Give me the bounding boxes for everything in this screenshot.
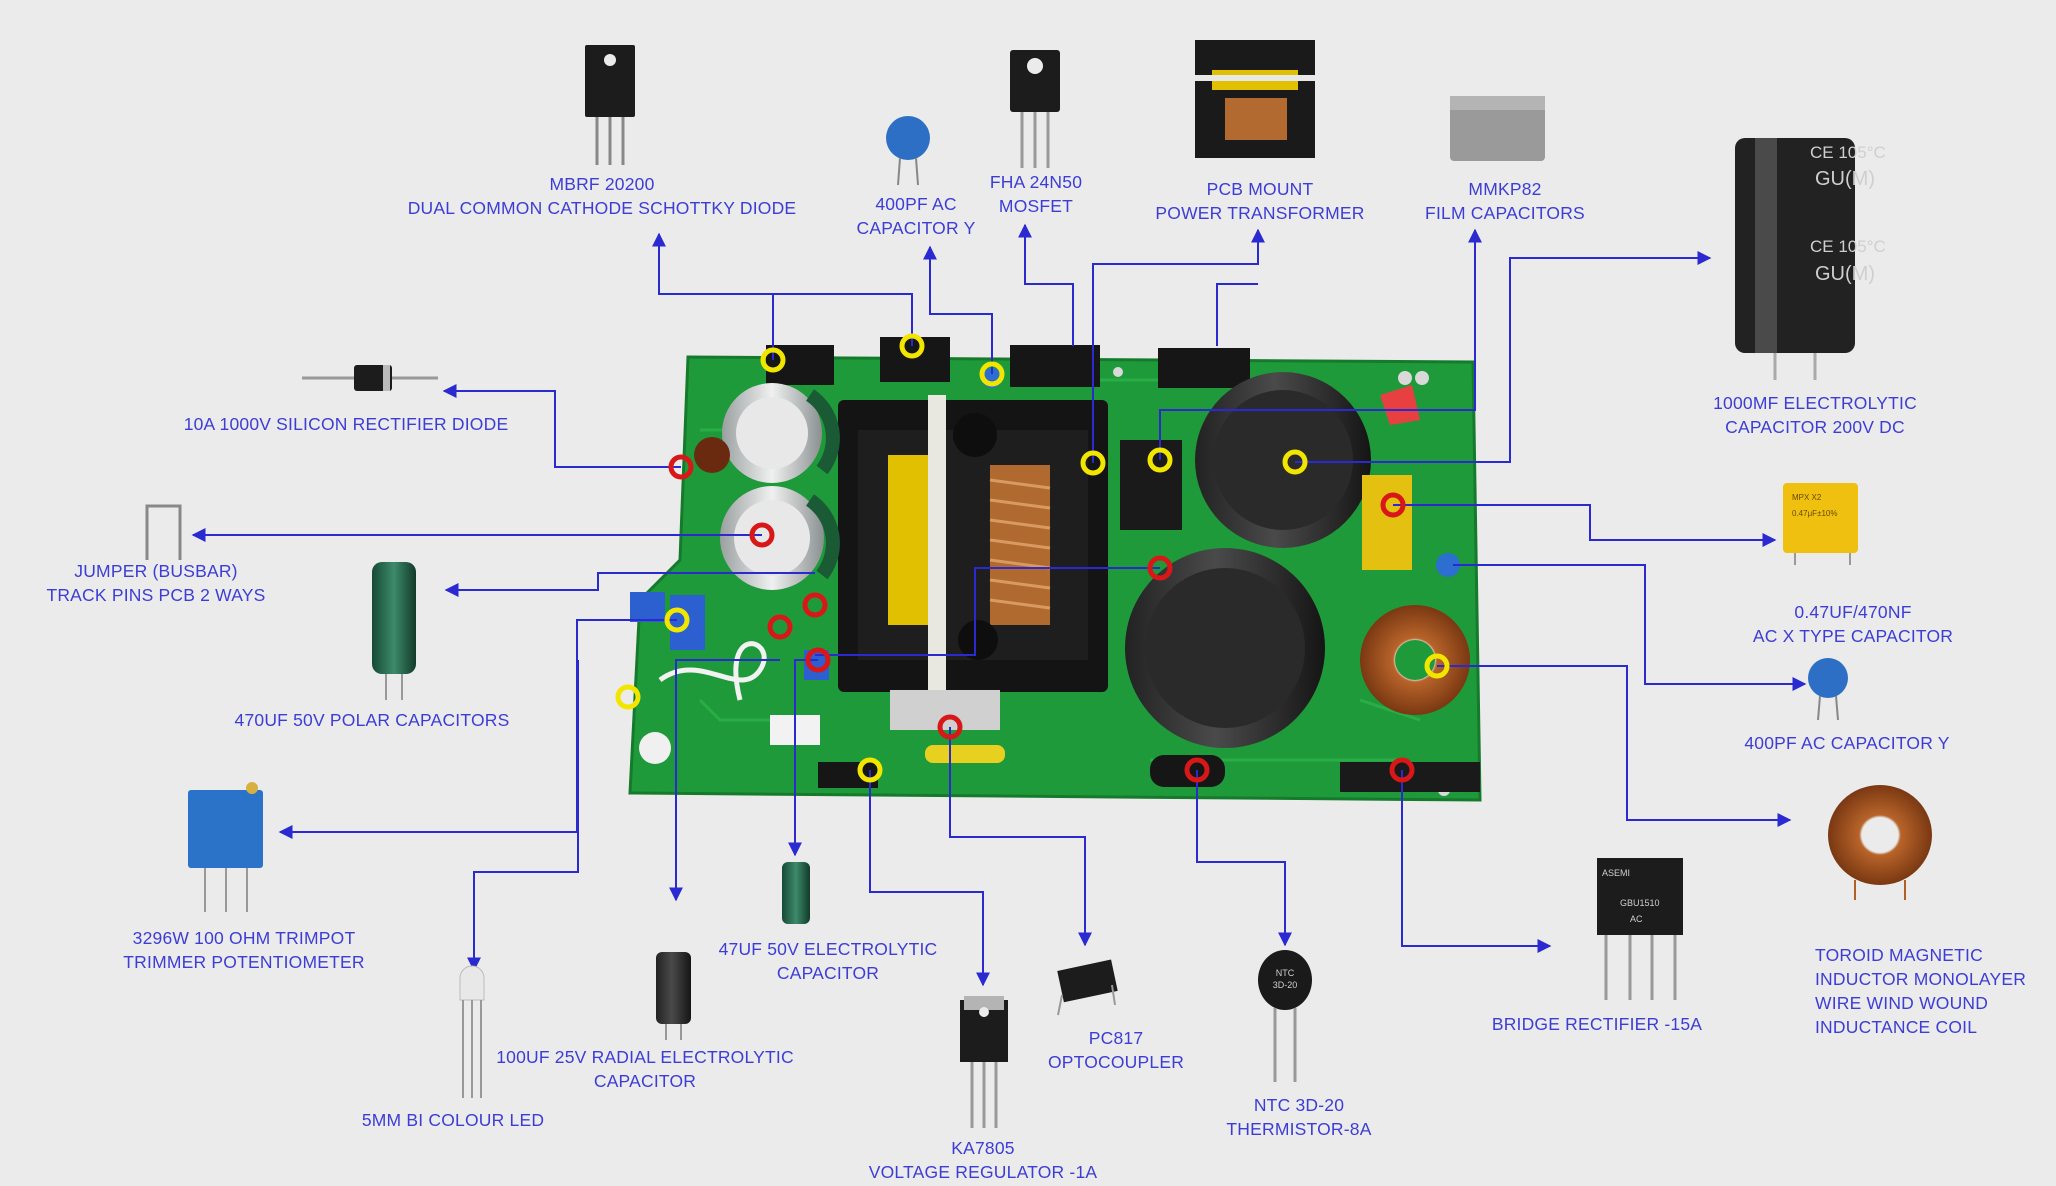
label-x-cap: 0.47UF/470NF AC X TYPE CAPACITOR [1753,600,1953,648]
film-capacitor-icon [1450,96,1545,161]
label-mmkp-line2: FILM CAPACITORS [1425,203,1585,223]
label-transformer-line2: POWER TRANSFORMER [1155,203,1365,223]
label-ka7805: KA7805 VOLTAGE REGULATOR -1A [869,1136,1098,1184]
bridge-rectifier-icon: ASEMI GBU1510 AC [1597,858,1683,1000]
to247-mosfet-icon [1010,50,1060,168]
ntc-thermistor-icon: NTC 3D-20 [1258,950,1312,1082]
label-x-cap-line2: AC X TYPE CAPACITOR [1752,626,1954,646]
label-jumper: JUMPER (BUSBAR) TRACK PINS PCB 2 WAYS [46,559,265,607]
transformer-icon [1195,40,1315,158]
label-ntc-line1: NTC 3D-20 [1253,1095,1345,1115]
label-pc817: PC817 OPTOCOUPLER [1048,1026,1184,1074]
label-ka7805-line1: KA7805 [951,1138,1015,1158]
label-elec-47-line2: CAPACITOR [776,963,880,983]
x-cap-body-text-2: 0.47μF±10% [1792,509,1837,518]
label-cap-y-top-line2: CAPACITOR Y [856,218,976,238]
bridge-body-text-3: AC [1630,914,1643,924]
electrolytic-capacitor-icon: CE 105°C GU(M) CE 105°C GU(M) [1735,138,1886,380]
pcb-bottom-devices [630,437,1480,792]
label-rect-diode: 10A 1000V SILICON RECTIFIER DIODE [184,412,509,436]
label-ntc-line2: THERMISTOR-8A [1226,1119,1372,1139]
label-toroid-line1: TOROID MAGNETIC [1815,945,1983,965]
ceramic-disc-capacitor-icon [1808,658,1848,721]
to220-regulator-icon [960,996,1008,1128]
label-mmkp-line1: MMKP82 [1468,179,1542,199]
label-elec-47-line1: 47UF 50V ELECTROLYTIC [718,939,938,959]
label-cap-y-top: 400PF AC CAPACITOR Y [857,192,976,240]
svg-text:CE 105°C: CE 105°C [1810,237,1886,256]
label-pc817-line1: PC817 [1088,1028,1144,1048]
yellow-markers [615,333,1450,783]
bridge-body-text: ASEMI [1602,868,1630,878]
label-jumper-line1: JUMPER (BUSBAR) [74,561,238,581]
toroid-inductor-icon [1828,785,1932,900]
label-elec-47: 47UF 50V ELECTROLYTIC CAPACITOR [719,937,938,985]
ntc-body-text-2: 3D-20 [1273,980,1298,990]
small-electrolytic-capacitor-icon [782,862,810,924]
label-ntc: NTC 3D-20 THERMISTOR-8A [1226,1093,1371,1141]
x-type-capacitor-icon: MPX X2 0.47μF±10% [1783,483,1858,565]
label-toroid: TOROID MAGNETIC INDUCTOR MONOLAYER WIRE … [1815,943,2026,1039]
ntc-body-text: NTC [1276,968,1295,978]
pcb-silver-capacitors [720,383,840,590]
cap-body-text-1: CE 105°C [1810,143,1886,162]
label-transformer: PCB MOUNT POWER TRANSFORMER [1155,177,1364,225]
label-trimpot-line1: 3296W 100 OHM TRIMPOT [132,928,356,948]
label-bridge: BRIDGE RECTIFIER -15A [1492,1012,1702,1036]
dip4-optocoupler-icon [1057,959,1118,1016]
led-icon [459,965,485,1098]
label-mbrf-line2: DUAL COMMON CATHODE SCHOTTKY DIODE [407,198,797,218]
red-markers [668,454,1415,783]
label-toroid-line2: INDUCTOR MONOLAYER [1815,969,2027,989]
to220-diode-icon [585,45,635,165]
label-toroid-line4: INDUCTANCE COIL [1815,1017,1978,1037]
green-electrolytic-capacitor-icon [372,562,416,700]
bridge-body-text-2: GBU1510 [1620,898,1660,908]
label-mbrf: MBRF 20200 DUAL COMMON CATHODE SCHOTTKY … [408,172,797,220]
label-led-line1: 5MM BI COLOUR LED [361,1110,545,1130]
label-cap-y-right-line1: 400PF AC CAPACITOR Y [1744,733,1950,753]
label-transformer-line1: PCB MOUNT [1206,179,1314,199]
label-cap-y-right: 400PF AC CAPACITOR Y [1744,731,1949,755]
label-mosfet-line1: FHA 24N50 [989,172,1083,192]
label-trimpot-line2: TRIMMER POTENTIOMETER [123,952,365,972]
radial-capacitor-icon [656,952,691,1040]
label-elec-1000: 1000MF ELECTROLYTIC CAPACITOR 200V DC [1713,391,1917,439]
label-radial-100: 100UF 25V RADIAL ELECTROLYTIC CAPACITOR [496,1045,794,1093]
label-pc817-line2: OPTOCOUPLER [1047,1052,1185,1072]
axial-diode-icon [302,365,438,391]
label-ka7805-line2: VOLTAGE REGULATOR -1A [868,1162,1098,1182]
label-mosfet-line2: MOSFET [998,196,1074,216]
label-polar-470: 470UF 50V POLAR CAPACITORS [235,708,510,732]
label-x-cap-line1: 0.47UF/470NF [1794,602,1912,622]
svg-text:GU(M): GU(M) [1815,263,1875,285]
jumper-wire-icon [145,504,182,560]
label-bridge-line1: BRIDGE RECTIFIER -15A [1491,1014,1703,1034]
label-cap-y-top-line1: 400PF AC [875,194,957,214]
label-toroid-line3: WIRE WIND WOUND [1815,993,1989,1013]
x-cap-body-text: MPX X2 [1792,493,1822,502]
label-elec-1000-line2: CAPACITOR 200V DC [1725,417,1905,437]
label-mosfet: FHA 24N50 MOSFET [990,170,1082,218]
label-polar-470-line1: 470UF 50V POLAR CAPACITORS [234,710,510,730]
pcb-toroid [1360,605,1470,715]
label-elec-1000-line1: 1000MF ELECTROLYTIC [1713,393,1917,413]
label-radial-100-line1: 100UF 25V RADIAL ELECTROLYTIC [496,1047,794,1067]
leader-lines [191,223,1807,987]
label-led: 5MM BI COLOUR LED [362,1108,544,1132]
label-jumper-line2: TRACK PINS PCB 2 WAYS [46,585,266,605]
label-trimpot: 3296W 100 OHM TRIMPOT TRIMMER POTENTIOME… [123,926,364,974]
trimpot-icon [188,782,263,912]
cap-body-text-2: GU(M) [1815,168,1875,190]
label-radial-100-line2: CAPACITOR [593,1071,697,1091]
pcb-transformer [838,395,1108,725]
label-rect-diode-line1: 10A 1000V SILICON RECTIFIER DIODE [183,414,509,434]
label-mbrf-line1: MBRF 20200 [549,174,655,194]
ceramic-disc-capacitor-icon [886,116,930,186]
label-mmkp: MMKP82 FILM CAPACITORS [1425,177,1585,225]
